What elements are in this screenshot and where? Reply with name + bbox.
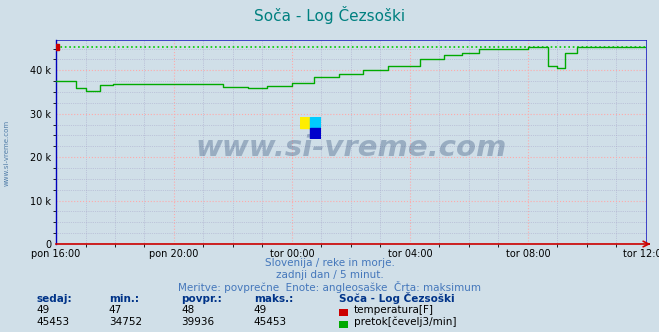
Text: 49: 49 [36,305,49,315]
Text: temperatura[F]: temperatura[F] [354,305,434,315]
Text: Soča - Log Čezsoški: Soča - Log Čezsoški [339,292,455,304]
Text: www.si-vreme.com: www.si-vreme.com [3,120,10,186]
Text: min.:: min.: [109,294,139,304]
Text: pretok[čevelj3/min]: pretok[čevelj3/min] [354,316,457,327]
Text: maks.:: maks.: [254,294,293,304]
Text: sedaj:: sedaj: [36,294,72,304]
Text: 39936: 39936 [181,317,214,327]
Text: www.si-vreme.com: www.si-vreme.com [195,134,507,162]
Text: Slovenija / reke in morje.: Slovenija / reke in morje. [264,258,395,268]
Text: 45453: 45453 [36,317,69,327]
Bar [310,128,321,139]
Text: 48: 48 [181,305,194,315]
Bar [300,117,310,128]
Text: 47: 47 [109,305,122,315]
Text: 34752: 34752 [109,317,142,327]
Bar [310,117,321,128]
Text: 49: 49 [254,305,267,315]
Text: 45453: 45453 [254,317,287,327]
Text: Meritve: povprečne  Enote: angleosaške  Črta: maksimum: Meritve: povprečne Enote: angleosaške Čr… [178,281,481,293]
Text: Soča - Log Čezsoški: Soča - Log Čezsoški [254,6,405,24]
Text: zadnji dan / 5 minut.: zadnji dan / 5 minut. [275,270,384,280]
Text: povpr.:: povpr.: [181,294,222,304]
